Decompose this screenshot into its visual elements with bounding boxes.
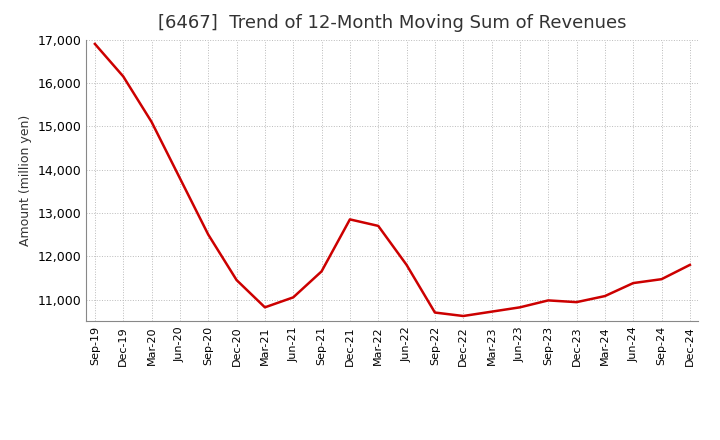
Title: [6467]  Trend of 12-Month Moving Sum of Revenues: [6467] Trend of 12-Month Moving Sum of R… [158, 15, 626, 33]
Y-axis label: Amount (million yen): Amount (million yen) [19, 115, 32, 246]
